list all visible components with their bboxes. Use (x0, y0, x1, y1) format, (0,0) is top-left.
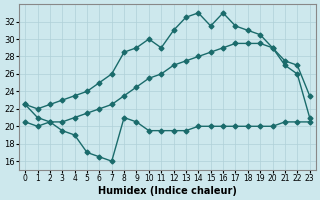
X-axis label: Humidex (Indice chaleur): Humidex (Indice chaleur) (98, 186, 237, 196)
